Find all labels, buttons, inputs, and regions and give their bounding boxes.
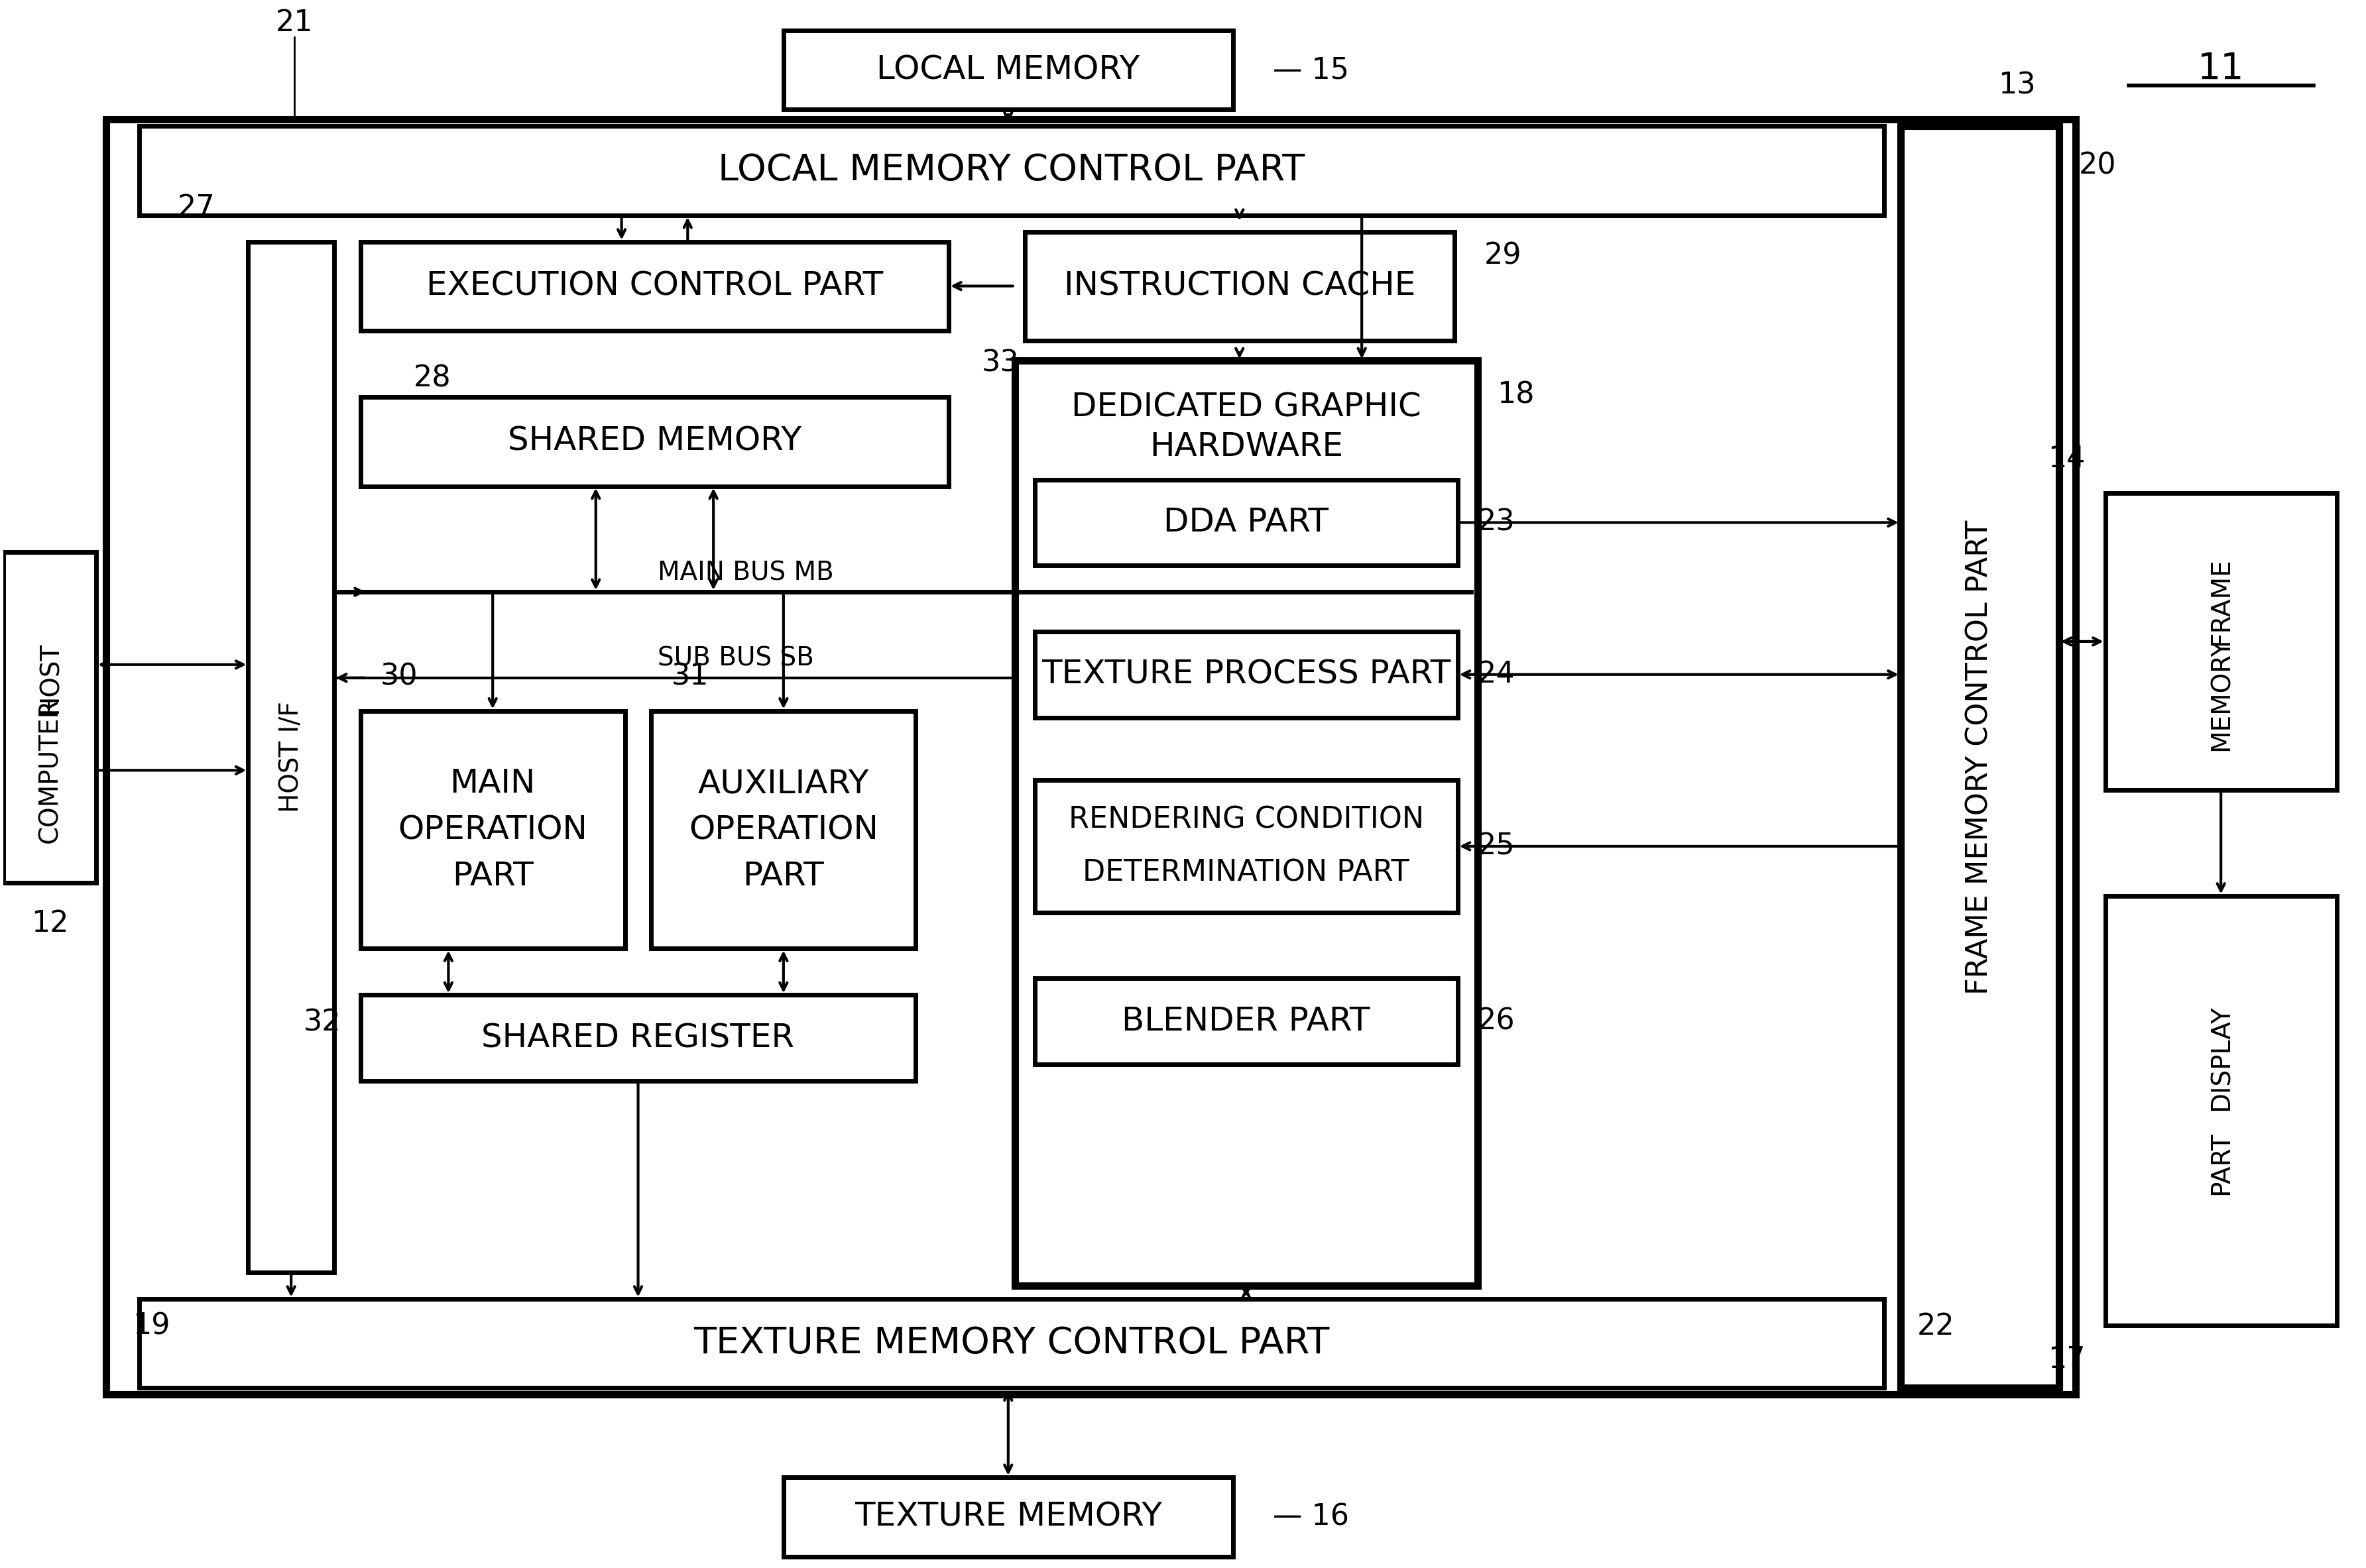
Text: HARDWARE: HARDWARE: [1150, 431, 1344, 463]
Text: 30: 30: [381, 663, 419, 691]
Text: PART: PART: [743, 861, 823, 892]
Text: — 16: — 16: [1273, 1502, 1349, 1530]
Text: 33: 33: [982, 348, 1020, 378]
Text: 29: 29: [1483, 241, 1521, 270]
Bar: [360, 710, 625, 949]
Text: 20: 20: [2080, 152, 2115, 180]
Bar: [140, 125, 1883, 215]
Text: 25: 25: [1476, 833, 1514, 861]
Text: TEXTURE MEMORY CONTROL PART: TEXTURE MEMORY CONTROL PART: [693, 1325, 1330, 1361]
Text: DETERMINATION PART: DETERMINATION PART: [1084, 858, 1410, 887]
Text: 21: 21: [277, 8, 312, 38]
Text: 13: 13: [1999, 71, 2035, 100]
Bar: [1015, 223, 1465, 351]
Bar: [360, 996, 916, 1080]
Text: AUXILIARY: AUXILIARY: [698, 768, 868, 800]
Text: BLENDER PART: BLENDER PART: [1121, 1005, 1370, 1038]
Text: SUB BUS SB: SUB BUS SB: [658, 646, 814, 671]
Bar: [783, 1477, 1233, 1557]
Text: 32: 32: [303, 1008, 341, 1036]
Text: MAIN: MAIN: [450, 768, 535, 800]
Text: DEDICATED GRAPHIC: DEDICATED GRAPHIC: [1072, 390, 1422, 423]
Bar: [1034, 480, 1457, 566]
Text: PART: PART: [2207, 1132, 2234, 1195]
Text: LOCAL MEMORY: LOCAL MEMORY: [875, 53, 1140, 86]
Bar: [248, 241, 334, 1272]
Text: DDA PART: DDA PART: [1164, 506, 1330, 538]
Text: OPERATION: OPERATION: [397, 814, 587, 845]
Bar: [1024, 232, 1455, 340]
Text: 24: 24: [1476, 660, 1514, 688]
Text: TEXTURE PROCESS PART: TEXTURE PROCESS PART: [1041, 659, 1450, 690]
Text: OPERATION: OPERATION: [689, 814, 878, 845]
Text: COMPUTER: COMPUTER: [38, 698, 62, 842]
Text: 31: 31: [672, 663, 710, 691]
Text: — 15: — 15: [1273, 56, 1349, 85]
Bar: [360, 397, 949, 486]
Text: PART: PART: [452, 861, 532, 892]
Bar: [1034, 632, 1457, 718]
Text: 27: 27: [177, 193, 215, 223]
Text: 19: 19: [132, 1312, 170, 1341]
Bar: [783, 30, 1233, 110]
Bar: [106, 119, 2075, 1394]
Bar: [140, 1298, 1883, 1388]
Bar: [1900, 125, 2058, 1388]
Text: DISPLAY: DISPLAY: [2207, 1005, 2234, 1110]
Text: FRAME MEMORY CONTROL PART: FRAME MEMORY CONTROL PART: [1966, 519, 1995, 994]
Bar: [360, 241, 949, 331]
Text: 11: 11: [2198, 50, 2245, 86]
Bar: [118, 229, 1547, 1286]
Text: SHARED REGISTER: SHARED REGISTER: [483, 1022, 795, 1054]
Bar: [651, 710, 916, 949]
Bar: [1015, 361, 1476, 1286]
Bar: [1034, 781, 1457, 913]
Text: 26: 26: [1476, 1007, 1514, 1035]
Text: MEMORY: MEMORY: [2207, 638, 2234, 751]
Text: 18: 18: [1498, 381, 1536, 409]
Text: HOST I/F: HOST I/F: [279, 701, 303, 812]
Text: 14: 14: [2049, 444, 2084, 474]
Bar: [2106, 492, 2338, 790]
Text: LOCAL MEMORY CONTROL PART: LOCAL MEMORY CONTROL PART: [717, 152, 1306, 188]
Text: TEXTURE MEMORY: TEXTURE MEMORY: [854, 1501, 1162, 1534]
Text: INSTRUCTION CACHE: INSTRUCTION CACHE: [1065, 270, 1415, 303]
Bar: [1034, 978, 1457, 1065]
Text: 17: 17: [2049, 1345, 2084, 1374]
Text: 23: 23: [1476, 508, 1514, 536]
Bar: [5, 552, 97, 883]
Text: FRAME: FRAME: [2207, 558, 2234, 646]
Text: HOST: HOST: [38, 641, 62, 713]
Text: EXECUTION CONTROL PART: EXECUTION CONTROL PART: [426, 270, 883, 303]
Text: RENDERING CONDITION: RENDERING CONDITION: [1069, 806, 1424, 834]
Text: MAIN BUS MB: MAIN BUS MB: [658, 560, 835, 585]
Text: 12: 12: [31, 909, 69, 938]
Bar: [2106, 895, 2338, 1325]
Text: 22: 22: [1916, 1312, 1954, 1341]
Text: 28: 28: [414, 364, 452, 392]
Text: SHARED MEMORY: SHARED MEMORY: [509, 425, 802, 458]
